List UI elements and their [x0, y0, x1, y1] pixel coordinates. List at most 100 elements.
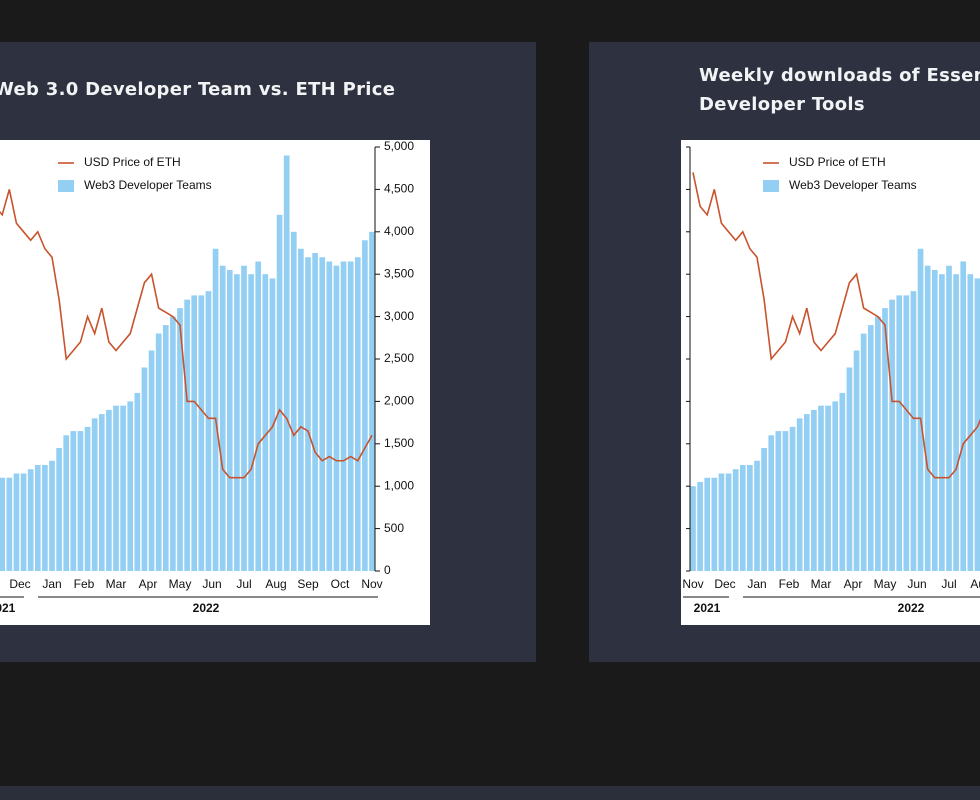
bar — [70, 431, 77, 571]
bar — [354, 257, 361, 571]
chart: 0 500 1,000 1,500 2,000 2,500 3,000 3,500 4,000 4… — [0, 140, 430, 625]
legend-label: USD Price of ETH — [84, 155, 181, 169]
bar — [177, 308, 183, 571]
bar — [198, 295, 205, 571]
x-tick-label: Sep — [297, 577, 319, 591]
bar — [56, 448, 62, 571]
bar — [775, 431, 782, 571]
bar — [803, 414, 810, 571]
bar — [910, 291, 917, 571]
card-title: Weekly downloads of Essential Developer … — [699, 65, 980, 115]
bar — [319, 257, 326, 571]
bar — [939, 274, 945, 571]
y-tick-label: 4,500 — [384, 182, 414, 196]
bar — [113, 405, 119, 571]
bar — [191, 295, 198, 571]
bar — [725, 473, 732, 571]
x-tick-label: Jan — [42, 577, 61, 591]
legend-label: USD Price of ETH — [789, 155, 886, 169]
bar — [732, 469, 739, 571]
bar — [960, 261, 967, 571]
bar — [860, 333, 867, 571]
bar — [974, 278, 980, 571]
bar — [241, 265, 247, 571]
bar — [120, 405, 126, 571]
year-label: 2022 — [898, 601, 925, 615]
bar — [276, 214, 283, 571]
legend-swatch — [763, 180, 779, 192]
bar — [312, 253, 318, 571]
bar — [134, 392, 141, 571]
bar — [811, 409, 817, 571]
x-tick-label: Dec — [9, 577, 30, 591]
card: Weekly downloads of Essential Developer … — [589, 42, 980, 662]
x-tick-label: Aug — [265, 577, 286, 591]
bar — [690, 486, 696, 571]
legend-swatch — [58, 180, 74, 192]
bar — [839, 392, 846, 571]
bar — [882, 308, 888, 571]
bar — [106, 409, 112, 571]
bar — [875, 316, 881, 571]
bar — [326, 261, 333, 571]
bar — [369, 231, 375, 572]
bar — [853, 350, 860, 571]
x-tick-label: Jun — [907, 577, 926, 591]
x-tick-label: Jan — [747, 577, 766, 591]
bar — [290, 231, 297, 572]
bar — [924, 265, 931, 571]
x-tick-label: Apr — [844, 577, 863, 591]
bar — [141, 367, 148, 571]
bar — [747, 465, 753, 571]
bar — [931, 269, 938, 571]
x-tick-label: Nov — [361, 577, 382, 591]
y-tick-label: 5,000 — [384, 140, 414, 153]
x-tick-label: Aug — [970, 577, 980, 591]
x-tick-label: Mar — [811, 577, 832, 591]
bar — [34, 465, 41, 571]
bar — [77, 431, 84, 571]
bar — [98, 414, 105, 571]
y-tick-label: 2,000 — [384, 394, 414, 408]
bar — [298, 248, 304, 571]
bar — [818, 405, 824, 571]
bar — [362, 240, 368, 571]
year-label: 2022 — [193, 601, 220, 615]
x-tick-label: Nov — [682, 577, 703, 591]
line — [0, 189, 373, 479]
bar — [789, 426, 796, 571]
bar — [953, 274, 959, 571]
bar — [13, 473, 20, 571]
bar — [219, 265, 226, 571]
x-tick-label: Jul — [236, 577, 251, 591]
bar — [347, 261, 354, 571]
bar — [63, 435, 70, 571]
bar — [212, 248, 219, 571]
y-tick-label: 2,500 — [384, 351, 414, 365]
year-label: 2021 — [0, 601, 16, 615]
y-tick-label: 3,500 — [384, 266, 414, 280]
bar — [754, 460, 760, 571]
bar — [234, 274, 240, 571]
bar — [867, 325, 874, 571]
y-tick-label: 500 — [384, 521, 404, 535]
x-tick-label: Feb — [779, 577, 800, 591]
y-tick-label: 1,500 — [384, 436, 414, 450]
bar — [148, 350, 155, 571]
x-tick-label: Feb — [74, 577, 95, 591]
bar — [896, 295, 903, 571]
bar — [305, 257, 311, 571]
bar — [170, 316, 176, 571]
bar — [917, 248, 924, 571]
bar — [262, 274, 269, 571]
bar — [718, 473, 725, 571]
bar — [162, 325, 169, 571]
bar — [226, 269, 233, 571]
year-label: 2021 — [694, 601, 721, 615]
x-tick-label: Apr — [139, 577, 158, 591]
x-tick-label: Oct — [331, 577, 350, 591]
card: Web 3.0 Developer Team vs. ETH Price 0 50… — [0, 42, 536, 662]
bar — [333, 265, 340, 571]
legend-label: Web3 Developer Teams — [789, 178, 917, 192]
